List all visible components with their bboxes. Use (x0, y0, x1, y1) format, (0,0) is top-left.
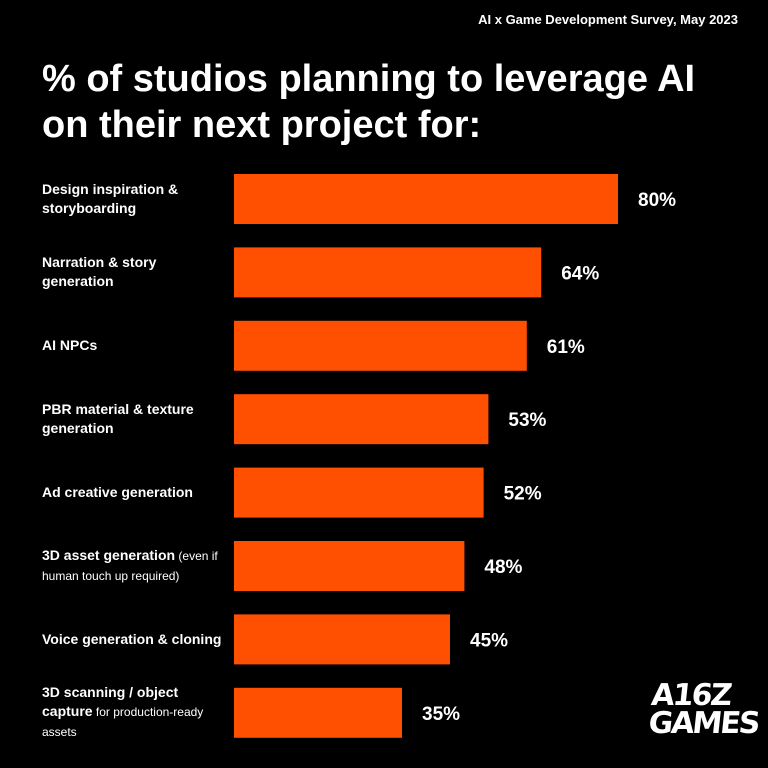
value-label-1: 80% (638, 190, 676, 211)
category-main-text: Ad creative generation (42, 484, 193, 501)
logo-line-2: GAMES (646, 706, 761, 741)
a16z-games-logo: A16Z GAMES (646, 678, 761, 741)
category-main-text: Narration & story generation (42, 254, 157, 290)
value-label-7: 45% (470, 630, 508, 651)
category-main-text: PBR material & texture generation (42, 401, 194, 437)
category-label-7: Voice generation & cloning (42, 614, 227, 664)
category-note-text: (even if human touch up required) (42, 549, 218, 583)
category-label-8: 3D scanning / object capture for product… (42, 684, 227, 740)
bar-4 (234, 394, 489, 445)
category-label-4: PBR material & texture generation (42, 394, 227, 444)
value-label-3: 61% (547, 337, 585, 358)
category-main-text: 3D scanning / object capture (42, 684, 179, 720)
category-note-text: for production-ready assets (42, 705, 204, 740)
chart-title: % of studios planning to leverage AI on … (42, 58, 696, 146)
category-label-2: Narration & story generation (42, 247, 227, 297)
survey-source-note: AI x Game Development Survey, May 2023 (478, 12, 738, 27)
category-main-text: 3D asset generation (42, 547, 176, 563)
category-label-6: 3D asset generation (even if human touch… (42, 541, 227, 591)
bar-5 (234, 467, 484, 518)
category-main-text: AI NPCs (42, 337, 98, 354)
category-main-text: Voice generation & cloning (42, 630, 222, 647)
value-label-4: 53% (508, 410, 546, 431)
bar-3 (234, 320, 527, 371)
value-label-6: 48% (484, 557, 522, 578)
category-main-text: Design inspiration & storyboarding (42, 181, 179, 216)
value-label-8: 35% (422, 704, 460, 725)
value-label-2: 64% (561, 263, 599, 284)
value-label-5: 52% (504, 484, 542, 505)
bar-1 (234, 174, 618, 224)
category-label-3: AI NPCs (42, 321, 227, 371)
bar-7 (234, 614, 450, 665)
category-label-5: Ad creative generation (42, 468, 227, 518)
category-label-1: Design inspiration & storyboarding (42, 174, 227, 224)
bar-2 (234, 247, 542, 298)
bar-8 (234, 687, 402, 738)
bar-6 (234, 541, 465, 591)
